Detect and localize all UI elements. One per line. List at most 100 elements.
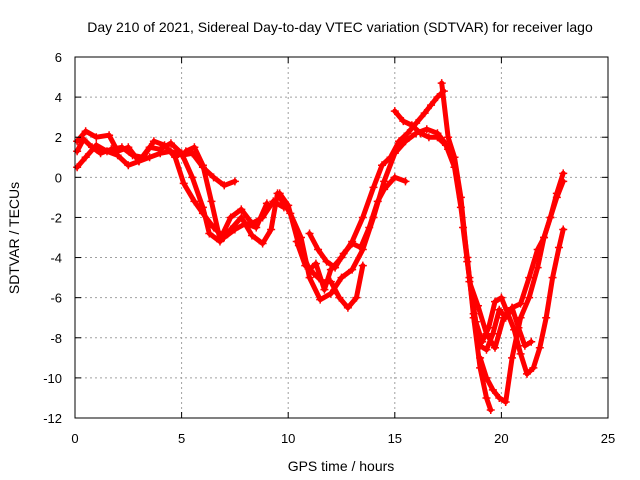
data-point-marker bbox=[105, 131, 114, 140]
data-point-marker bbox=[378, 161, 387, 170]
data-point-marker bbox=[478, 337, 487, 346]
series-line bbox=[392, 108, 494, 413]
x-tick-label: 15 bbox=[388, 431, 402, 446]
data-point-marker bbox=[79, 135, 88, 144]
data-point-marker bbox=[424, 133, 433, 142]
data-point-marker bbox=[247, 219, 256, 228]
x-tick-label: 20 bbox=[494, 431, 508, 446]
data-point-marker bbox=[190, 197, 199, 206]
data-point-marker bbox=[373, 197, 382, 206]
data-point-marker bbox=[495, 393, 504, 402]
data-point-marker bbox=[525, 293, 534, 302]
data-point-marker bbox=[335, 293, 344, 302]
data-point-marker bbox=[369, 183, 378, 192]
data-point-marker bbox=[267, 225, 276, 234]
data-point-marker bbox=[516, 349, 525, 358]
data-point-marker bbox=[465, 277, 474, 286]
data-point-marker bbox=[407, 121, 416, 130]
data-point-marker bbox=[358, 213, 367, 222]
data-point-marker bbox=[476, 341, 485, 350]
data-point-marker bbox=[473, 301, 482, 310]
data-point-marker bbox=[305, 273, 314, 282]
y-tick-label: 2 bbox=[55, 130, 62, 145]
data-point-marker bbox=[399, 117, 408, 126]
data-point-marker bbox=[486, 405, 495, 414]
data-point-marker bbox=[102, 147, 111, 156]
data-point-marker bbox=[220, 181, 229, 190]
data-point-marker bbox=[358, 261, 367, 270]
data-point-marker bbox=[401, 137, 410, 146]
data-point-marker bbox=[339, 249, 348, 258]
data-point-marker bbox=[456, 193, 465, 202]
data-point-marker bbox=[286, 209, 295, 218]
data-point-marker bbox=[482, 329, 491, 338]
data-point-marker bbox=[401, 177, 410, 186]
series-track-1 bbox=[73, 127, 239, 190]
data-point-marker bbox=[495, 305, 504, 314]
series-track-9 bbox=[390, 107, 495, 414]
data-point-marker bbox=[559, 169, 568, 178]
data-point-marker bbox=[420, 109, 429, 118]
series-track-13 bbox=[476, 169, 568, 406]
data-point-marker bbox=[352, 293, 361, 302]
data-point-marker bbox=[177, 149, 186, 158]
data-point-marker bbox=[311, 259, 320, 268]
series-track-8 bbox=[305, 173, 410, 272]
data-point-marker bbox=[156, 145, 165, 154]
data-point-marker bbox=[529, 363, 538, 372]
data-point-marker bbox=[508, 353, 517, 362]
data-point-marker bbox=[226, 213, 235, 222]
data-point-marker bbox=[422, 125, 431, 134]
data-point-marker bbox=[198, 203, 207, 212]
data-point-marker bbox=[237, 205, 246, 214]
data-point-marker bbox=[403, 129, 412, 138]
data-point-marker bbox=[292, 237, 301, 246]
data-point-marker bbox=[179, 179, 188, 188]
data-point-marker bbox=[117, 143, 126, 152]
data-point-marker bbox=[554, 243, 563, 252]
data-point-marker bbox=[81, 153, 90, 162]
y-tick-label: 0 bbox=[55, 170, 62, 185]
data-point-marker bbox=[450, 153, 459, 162]
data-point-marker bbox=[73, 147, 82, 156]
data-point-marker bbox=[482, 393, 491, 402]
data-point-marker bbox=[275, 193, 284, 202]
data-point-marker bbox=[318, 277, 327, 286]
data-point-marker bbox=[198, 161, 207, 170]
series-line bbox=[74, 128, 238, 188]
data-point-marker bbox=[491, 297, 500, 306]
data-point-marker bbox=[258, 213, 267, 222]
data-point-marker bbox=[533, 263, 542, 272]
data-point-marker bbox=[92, 133, 101, 142]
data-point-marker bbox=[81, 127, 90, 136]
data-point-marker bbox=[471, 317, 480, 326]
data-point-marker bbox=[296, 233, 305, 242]
x-tick-label: 0 bbox=[71, 431, 78, 446]
data-point-marker bbox=[444, 133, 453, 142]
y-tick-label: -12 bbox=[43, 411, 62, 426]
data-point-marker bbox=[482, 373, 491, 382]
data-point-marker bbox=[145, 143, 154, 152]
data-point-marker bbox=[552, 189, 561, 198]
data-point-marker bbox=[459, 223, 468, 232]
y-tick-label: -8 bbox=[50, 331, 62, 346]
x-axis-label: GPS time / hours bbox=[288, 458, 395, 474]
x-tick-label: 5 bbox=[178, 431, 185, 446]
data-point-marker bbox=[546, 213, 555, 222]
data-point-marker bbox=[322, 257, 331, 266]
data-point-marker bbox=[128, 151, 137, 160]
data-point-marker bbox=[326, 277, 335, 286]
data-point-marker bbox=[181, 147, 190, 156]
axis-ticks: 0 5 10 15 20 25 -12 -10 -8 -6 -4 -2 0 2 4 6 bbox=[43, 50, 615, 446]
data-point-marker bbox=[309, 269, 318, 278]
data-point-marker bbox=[499, 313, 508, 322]
data-point-marker bbox=[190, 143, 199, 152]
data-point-marker bbox=[314, 245, 323, 254]
data-point-marker bbox=[230, 177, 239, 186]
series-track-4 bbox=[181, 143, 288, 244]
data-point-marker bbox=[390, 173, 399, 182]
data-point-marker bbox=[390, 149, 399, 158]
data-point-marker bbox=[433, 93, 442, 102]
series-line bbox=[307, 174, 408, 271]
data-point-marker bbox=[542, 313, 551, 322]
